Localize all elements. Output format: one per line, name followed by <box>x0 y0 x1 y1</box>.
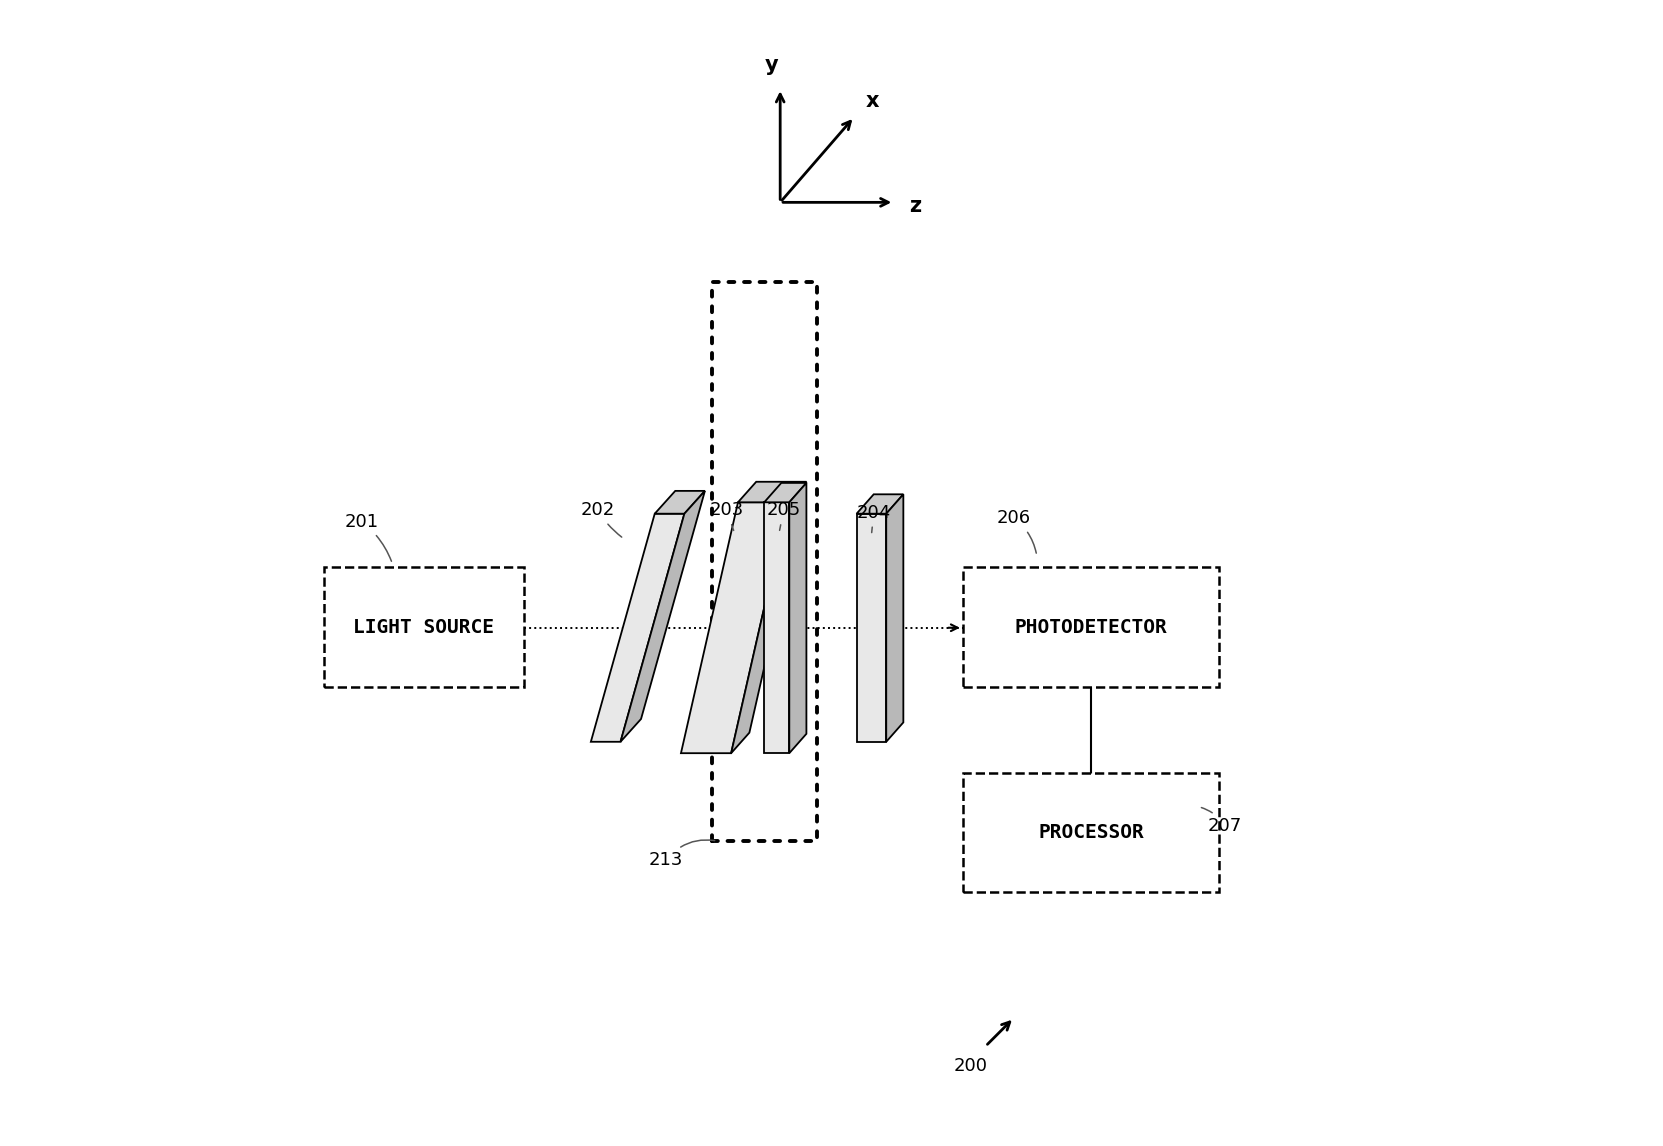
Polygon shape <box>620 490 705 741</box>
Bar <box>963 567 1219 688</box>
Polygon shape <box>856 513 886 741</box>
Text: 201: 201 <box>344 512 391 562</box>
Polygon shape <box>790 482 807 753</box>
Text: 203: 203 <box>710 501 743 531</box>
Polygon shape <box>886 494 903 741</box>
Text: 200: 200 <box>953 1057 988 1075</box>
Polygon shape <box>655 490 705 513</box>
Polygon shape <box>732 481 807 753</box>
Text: 204: 204 <box>856 503 891 533</box>
Text: PROCESSOR: PROCESSOR <box>1038 823 1144 842</box>
Text: 207: 207 <box>1201 808 1242 835</box>
Bar <box>324 567 524 688</box>
Text: 213: 213 <box>649 840 715 870</box>
Polygon shape <box>856 494 903 513</box>
Text: 206: 206 <box>996 509 1036 554</box>
Polygon shape <box>590 513 685 741</box>
Polygon shape <box>738 481 807 502</box>
Text: y: y <box>765 55 778 74</box>
Text: z: z <box>910 196 921 215</box>
Polygon shape <box>680 502 788 753</box>
Bar <box>963 772 1219 893</box>
Text: 205: 205 <box>767 501 800 531</box>
Polygon shape <box>765 482 807 502</box>
Polygon shape <box>765 502 790 753</box>
Bar <box>712 282 817 841</box>
Text: PHOTODETECTOR: PHOTODETECTOR <box>1014 618 1167 637</box>
Text: LIGHT SOURCE: LIGHT SOURCE <box>353 618 494 637</box>
Text: x: x <box>866 92 880 111</box>
Text: 202: 202 <box>580 501 622 537</box>
